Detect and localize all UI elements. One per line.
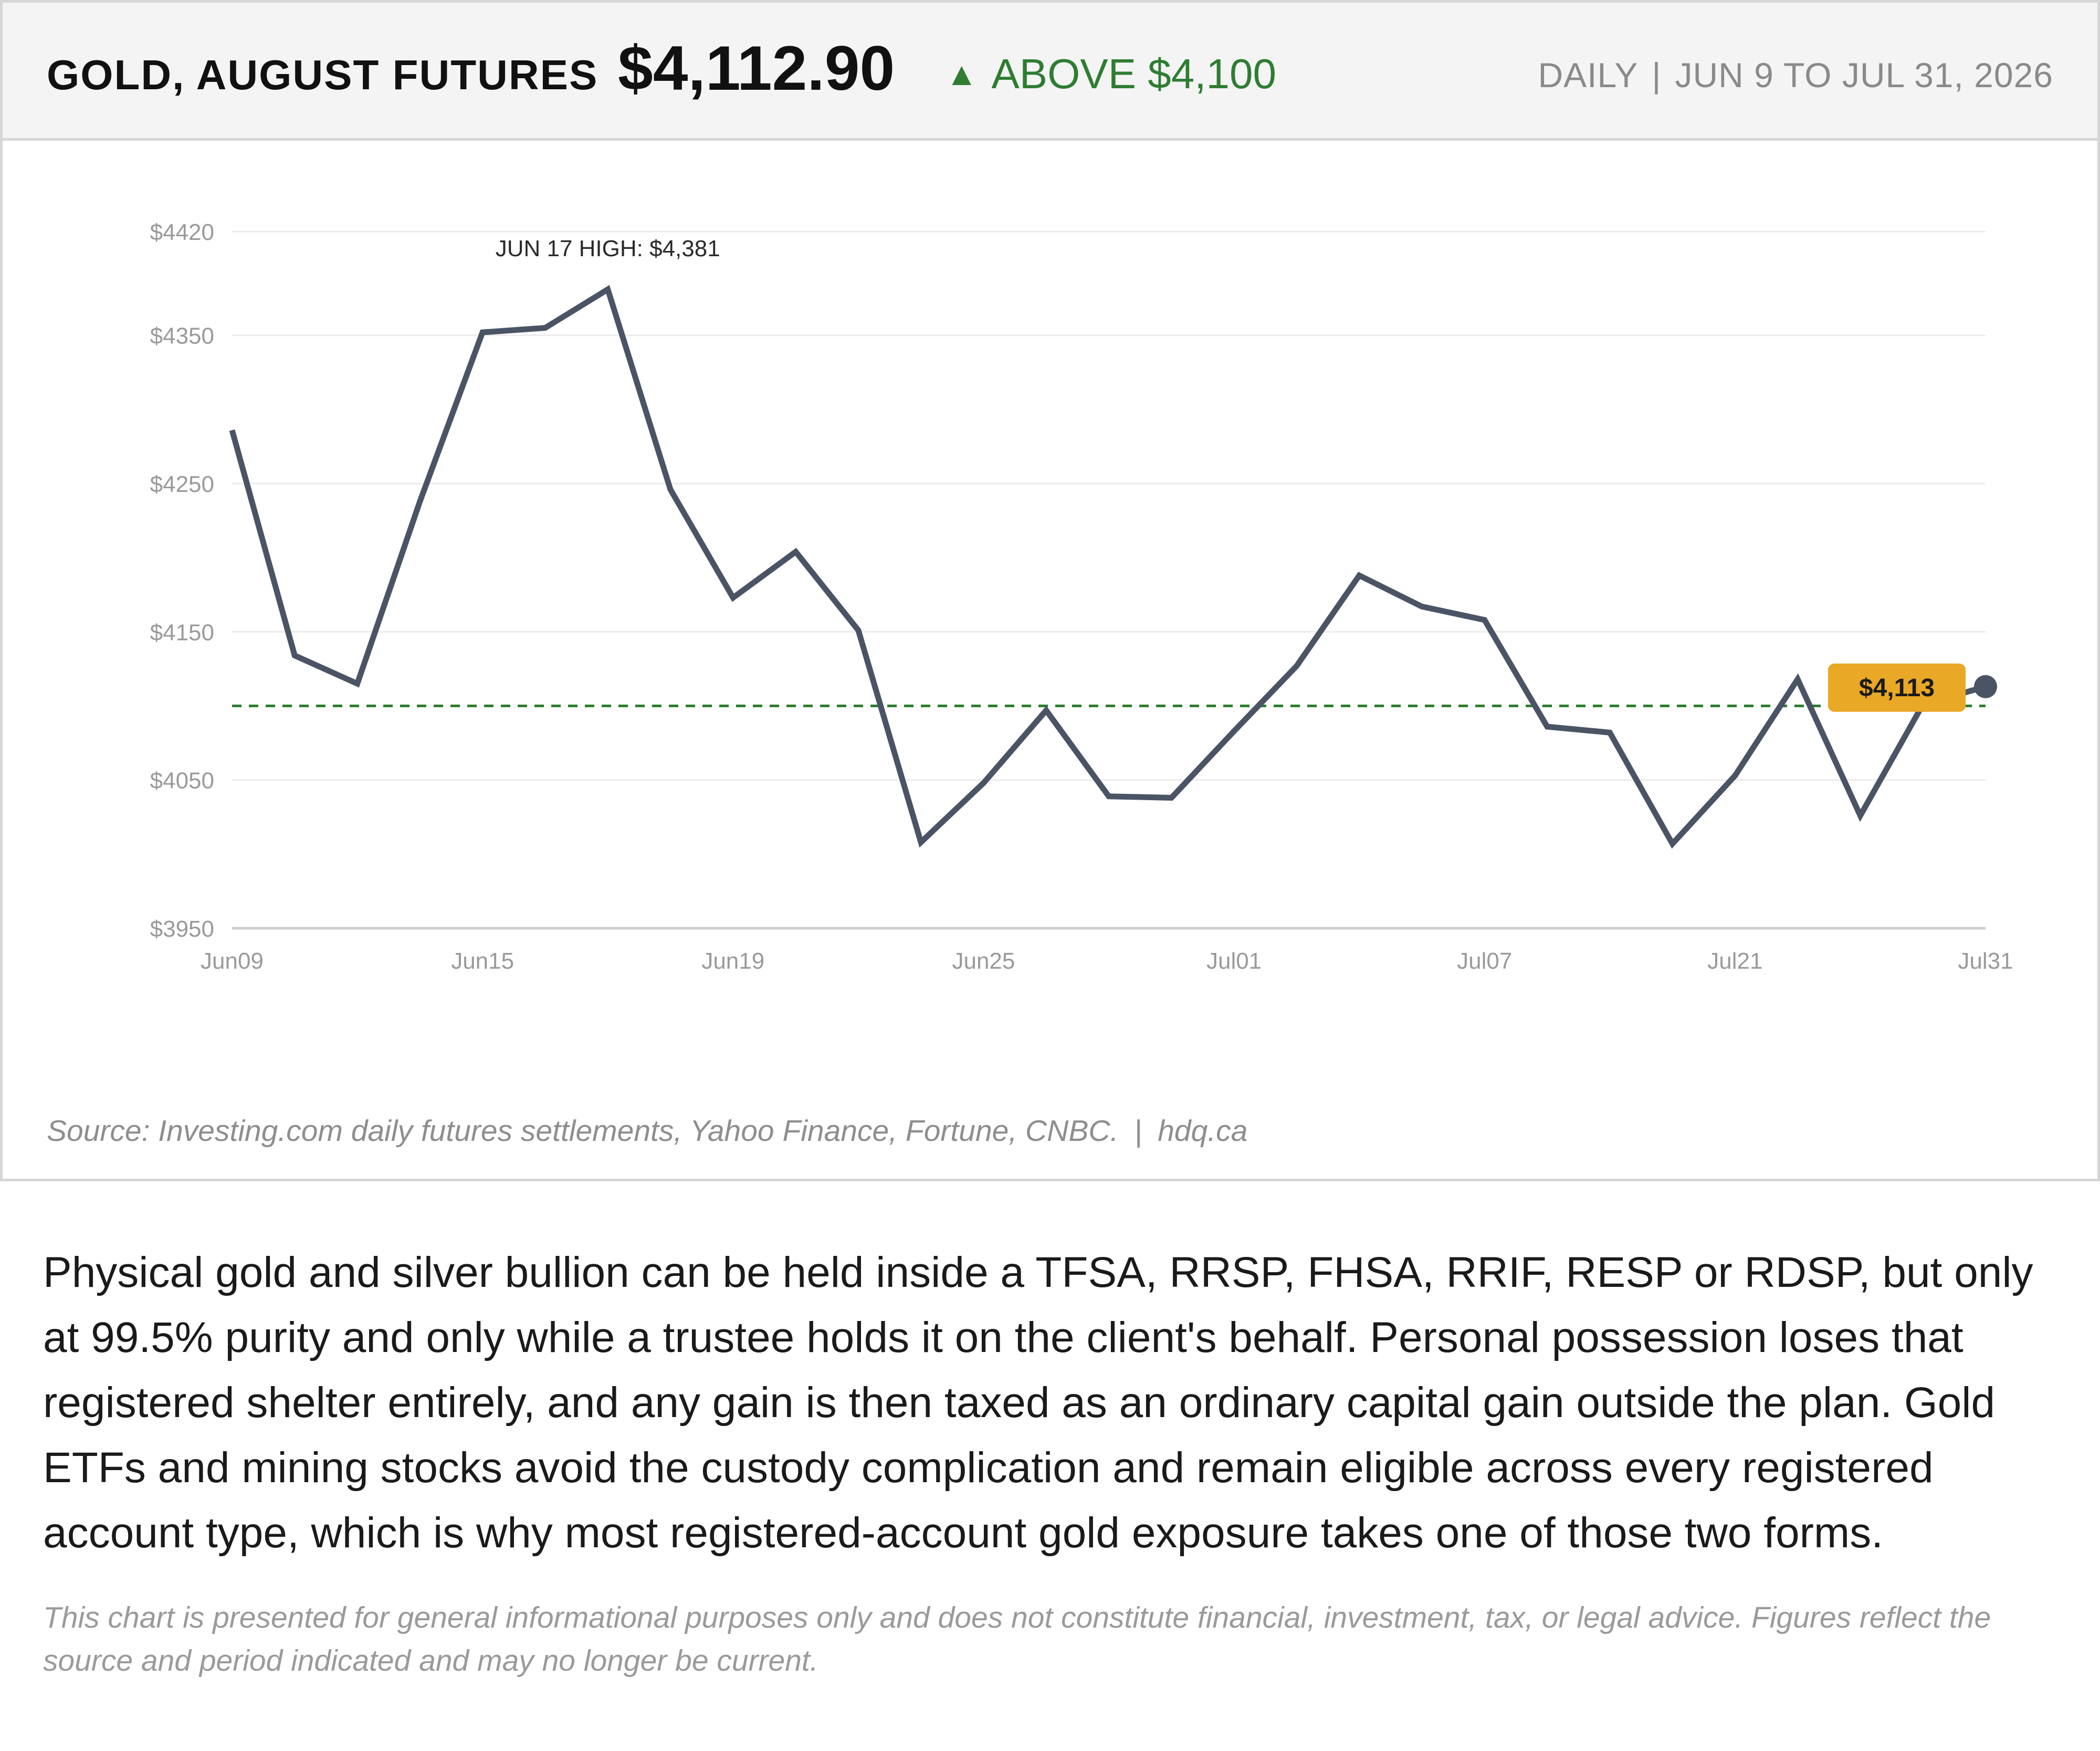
instrument-title: GOLD, AUGUST FUTURES	[47, 51, 598, 98]
triangle-up-icon: ▲	[946, 56, 978, 92]
period-separator: |	[1652, 56, 1662, 95]
price-status: ▲ ABOVE $4,100	[946, 50, 1276, 98]
chart-card: GOLD, AUGUST FUTURES $4,112.90 ▲ ABOVE $4…	[0, 0, 2100, 1181]
period-info: DAILY | JUN 9 TO JUL 31, 2026	[1538, 55, 2054, 95]
x-tick-label: Jul21	[1707, 948, 1762, 974]
x-tick-label: Jun25	[952, 948, 1015, 974]
chart-header: GOLD, AUGUST FUTURES $4,112.90 ▲ ABOVE $4…	[3, 3, 2097, 141]
y-tick-label: $4150	[150, 620, 214, 645]
source-separator: |	[1134, 1114, 1142, 1148]
y-tick-label: $4250	[150, 471, 214, 497]
x-tick-label: Jun09	[201, 948, 264, 974]
peak-annotation: JUN 17 HIGH: $4,381	[496, 236, 720, 261]
source-text: Source: Investing.com daily futures sett…	[47, 1114, 1119, 1148]
explanatory-paragraph: Physical gold and silver bullion can be …	[43, 1249, 2033, 1557]
frequency-label: DAILY	[1538, 56, 1639, 95]
x-tick-label: Jul31	[1958, 948, 2013, 974]
y-tick-label: $4050	[150, 768, 214, 794]
date-range-label: JUN 9 TO JUL 31, 2026	[1675, 56, 2053, 95]
last-price-label: $4,113	[1859, 674, 1935, 702]
x-tick-label: Jun19	[701, 948, 764, 974]
x-tick-label: Jun15	[451, 948, 514, 974]
y-tick-label: $3950	[150, 916, 214, 942]
price-status-text: ABOVE $4,100	[991, 50, 1276, 97]
disclaimer-text: This chart is presented for general info…	[43, 1601, 1991, 1677]
last-price-badge	[1828, 663, 1966, 712]
y-tick-label: $4420	[150, 219, 214, 245]
x-tick-label: Jul07	[1457, 948, 1512, 974]
source-site: hdq.ca	[1158, 1114, 1248, 1148]
price-series-line	[229, 285, 1987, 849]
x-tick-label: Jul01	[1206, 948, 1262, 974]
y-tick-label: $4350	[150, 323, 214, 349]
price-line-chart: $3950 $4050 $4150 $4250 $4350 $4420 Jun09 Jun15…	[150, 219, 2013, 974]
source-note: Source: Investing.com daily futures sett…	[47, 1114, 1247, 1148]
last-price-point	[1974, 675, 1997, 698]
current-price: $4,112.90	[618, 33, 895, 103]
